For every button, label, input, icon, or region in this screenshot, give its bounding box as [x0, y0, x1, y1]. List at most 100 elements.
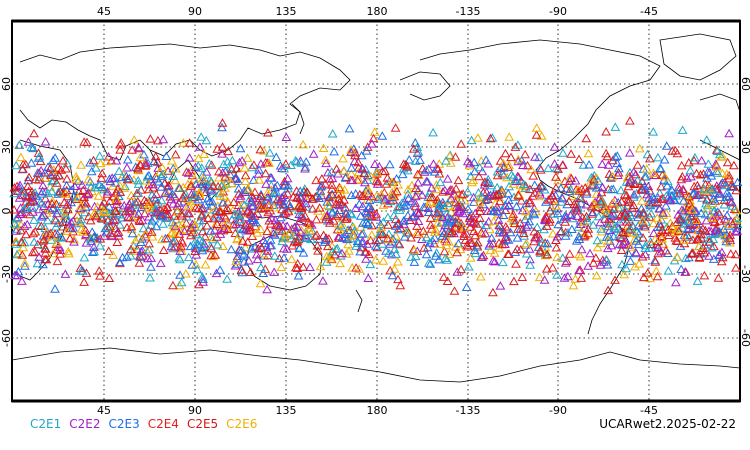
observation-marker [144, 211, 154, 221]
observation-marker [218, 159, 229, 168]
observation-marker [272, 180, 283, 190]
observation-marker [139, 149, 149, 159]
observation-marker [61, 214, 71, 223]
observation-marker [438, 187, 448, 196]
observation-marker [255, 144, 266, 154]
observation-marker [140, 231, 151, 241]
observation-marker [690, 152, 700, 162]
observation-marker [68, 222, 78, 232]
observation-marker [556, 197, 567, 206]
observation-marker [393, 238, 403, 248]
observation-marker [657, 170, 668, 179]
observation-marker [14, 140, 25, 149]
observation-marker [197, 245, 208, 255]
observation-marker [716, 179, 727, 188]
observation-marker [557, 193, 568, 203]
observation-marker [300, 211, 310, 220]
observation-marker [234, 211, 245, 220]
observation-marker [206, 243, 217, 253]
observation-marker [263, 127, 273, 137]
observation-marker [472, 241, 483, 251]
observation-marker [442, 174, 453, 183]
observation-marker [653, 152, 663, 162]
observation-marker [487, 133, 498, 142]
observation-marker [625, 256, 636, 265]
observation-marker [558, 148, 568, 157]
observation-marker [725, 230, 735, 239]
observation-marker [654, 188, 665, 197]
observation-marker [588, 220, 599, 229]
observation-marker [331, 199, 342, 208]
observation-marker [161, 151, 172, 160]
observation-marker [473, 133, 483, 142]
observation-marker [678, 196, 689, 205]
observation-marker [354, 264, 365, 273]
observation-marker [655, 163, 665, 172]
observation-marker [196, 132, 207, 141]
observation-marker [699, 247, 710, 257]
observation-marker [573, 222, 583, 231]
observation-marker [125, 212, 135, 222]
observation-marker [126, 244, 136, 254]
observation-marker [387, 177, 397, 187]
observation-marker [34, 252, 44, 261]
observation-marker [327, 207, 338, 216]
observation-marker [361, 146, 372, 155]
observation-marker [601, 126, 611, 136]
observation-marker [208, 181, 218, 190]
observation-marker [76, 160, 86, 169]
observation-marker [76, 201, 86, 210]
observation-marker [321, 251, 332, 261]
observation-marker [652, 213, 663, 222]
observation-marker [214, 172, 224, 182]
observation-marker [712, 146, 723, 155]
observation-marker [353, 238, 363, 247]
observation-marker [431, 180, 442, 189]
observation-marker [195, 142, 205, 151]
observation-marker [642, 268, 653, 277]
observation-marker [446, 207, 456, 216]
observation-marker [123, 212, 133, 221]
observation-marker [575, 251, 586, 261]
observation-marker [621, 190, 632, 200]
observation-marker [231, 219, 242, 228]
observation-marker [410, 201, 421, 211]
observation-marker [492, 202, 503, 211]
observation-marker [61, 180, 72, 190]
observation-marker [671, 235, 682, 245]
observation-marker [519, 231, 530, 240]
observation-marker [254, 165, 264, 174]
observation-marker [9, 204, 19, 214]
observation-marker [421, 232, 432, 242]
observation-marker [469, 245, 480, 254]
observation-marker [576, 226, 587, 236]
observation-marker [222, 274, 232, 283]
observation-marker [369, 127, 380, 136]
observation-marker [112, 237, 123, 246]
observation-marker [717, 252, 728, 262]
observation-marker [485, 133, 496, 143]
right-tick: 60 [739, 77, 750, 91]
observation-marker [634, 229, 644, 238]
observation-marker [492, 182, 502, 192]
observation-marker [41, 254, 52, 264]
observation-marker [59, 197, 70, 207]
observation-marker [704, 234, 715, 243]
observation-marker [603, 160, 614, 169]
observation-marker [167, 217, 178, 227]
observation-marker [78, 227, 88, 236]
observation-marker [15, 209, 25, 219]
observation-marker [181, 167, 192, 176]
observation-marker [521, 222, 532, 231]
observation-marker [641, 164, 652, 173]
observation-marker [698, 224, 708, 233]
observation-marker [423, 199, 434, 208]
observation-marker [535, 165, 546, 174]
observation-marker [630, 169, 641, 179]
observation-marker [724, 170, 734, 180]
observation-marker [601, 255, 612, 264]
observation-marker [208, 251, 219, 261]
legend-item-c2e4: C2E4 [147, 417, 179, 431]
observation-marker [75, 203, 86, 213]
